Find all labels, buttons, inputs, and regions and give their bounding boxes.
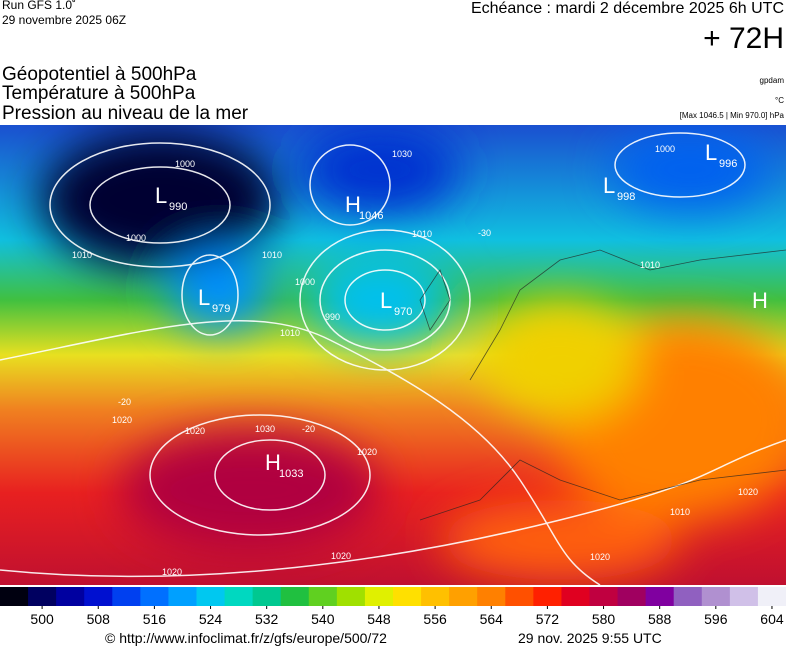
isobar-label: 1010 — [262, 250, 282, 260]
pressure-center-letter: L — [155, 183, 167, 208]
unit-label: [Max 1046.5 | Min 970.0] hPa — [680, 111, 785, 120]
isobar-label: -20 — [118, 397, 131, 407]
isobar-label: 1000 — [655, 144, 675, 154]
pressure-center-letter: H — [345, 192, 361, 217]
colorbar-swatch — [252, 587, 282, 606]
colorbar-tick-label: 516 — [143, 611, 167, 627]
colorbar-swatch — [112, 587, 141, 606]
unit-label: gpdam — [760, 76, 785, 85]
colorbar-swatch — [701, 587, 731, 606]
pressure-center-letter: L — [380, 288, 392, 313]
colorbar-tick-label: 604 — [760, 611, 784, 627]
colorbar-swatch — [393, 587, 422, 606]
colorbar-tick-label: 532 — [255, 611, 279, 627]
run-date: 29 novembre 2025 06Z — [2, 13, 126, 27]
pressure-center-letter: L — [705, 140, 717, 165]
run-label: Run GFS 1.0˚ — [2, 0, 76, 12]
colorbar-swatch — [673, 587, 703, 606]
isobar-label: 1020 — [738, 487, 758, 497]
isobar-label: 1030 — [255, 424, 275, 434]
colorbar-tick-label: 540 — [311, 611, 335, 627]
layer-label: Géopotentiel à 500hPa — [2, 64, 197, 85]
colorbar-swatch — [140, 587, 169, 606]
isobar-label: 1010 — [280, 328, 300, 338]
colorbar-tick-label: 548 — [367, 611, 391, 627]
pressure-center-value: 1033 — [279, 468, 303, 480]
isobar-label: 1010 — [72, 250, 92, 260]
isobar-label: 1010 — [670, 507, 690, 517]
pressure-center-value: 996 — [719, 158, 737, 170]
echeance: Echéance : mardi 2 décembre 2025 6h UTC — [471, 0, 784, 17]
colorbar-swatch — [84, 587, 113, 606]
isobar-label: 990 — [325, 312, 340, 322]
colorbar-tick-label: 500 — [30, 611, 54, 627]
pressure-center-letter: L — [603, 173, 615, 198]
colorbar-swatch — [729, 587, 759, 606]
colorbar-swatch — [56, 587, 85, 606]
colorbar-swatch — [224, 587, 254, 606]
isobar-label: 1000 — [126, 233, 146, 243]
colorbar-tick-label: 572 — [536, 611, 560, 627]
layer-label: Température à 500hPa — [2, 83, 196, 104]
timestamp: 29 nov. 2025 9:55 UTC — [518, 630, 662, 646]
colorbar-swatch — [477, 587, 506, 606]
colorbar-swatch — [280, 587, 310, 606]
unit-label: °C — [775, 96, 784, 105]
colorbar-swatch — [0, 587, 29, 606]
isobar-label: 1000 — [175, 159, 195, 169]
colorbar-swatch — [757, 587, 786, 606]
colorbar-swatch — [505, 587, 534, 606]
colorbar-swatch — [364, 587, 394, 606]
colorbar-swatch — [196, 587, 226, 606]
isobar-label: 1010 — [412, 229, 432, 239]
colorbar-swatch — [589, 587, 619, 606]
pressure-center-value: 998 — [617, 191, 635, 203]
isobar-label: -20 — [302, 424, 315, 434]
pressure-center-letter: L — [198, 285, 210, 310]
pressure-center-value: 970 — [394, 306, 412, 318]
colorbar-tick-label: 564 — [480, 611, 504, 627]
pressure-center-letter: H — [752, 288, 768, 313]
colorbar-swatch — [421, 587, 450, 606]
colorbar-swatch — [449, 587, 478, 606]
isobar-label: 1020 — [357, 447, 377, 457]
isobar-label: 1020 — [112, 415, 132, 425]
source-url: © http://www.infoclimat.fr/z/gfs/europe/… — [105, 630, 387, 646]
colorbar-swatch — [28, 587, 57, 606]
isobar-label: 1030 — [392, 149, 412, 159]
pressure-center-value: 979 — [212, 303, 230, 315]
isobar-label: 1000 — [295, 277, 315, 287]
colorbar-swatch — [533, 587, 562, 606]
pressure-center-value: 990 — [169, 201, 187, 213]
layer-label: Pression au niveau de la mer — [2, 103, 249, 124]
colorbar-tick-label: 588 — [648, 611, 672, 627]
isobar-label: 1010 — [640, 260, 660, 270]
colorbar-tick-label: 508 — [87, 611, 111, 627]
isobar-label: -30 — [478, 228, 491, 238]
colorbar-swatch — [336, 587, 366, 606]
colorbar-swatch — [561, 587, 590, 606]
colorbar-tick-label: 596 — [704, 611, 728, 627]
colorbar-swatch — [617, 587, 647, 606]
colorbar-swatch — [168, 587, 197, 606]
isobar-label: 1020 — [331, 551, 351, 561]
colorbar-swatch — [645, 587, 675, 606]
isobar-label: 1020 — [162, 567, 182, 577]
colorbar-tick-label: 556 — [423, 611, 447, 627]
colorbar-swatch — [308, 587, 338, 606]
isobar-label: 1020 — [185, 426, 205, 436]
colorbar-tick-label: 580 — [592, 611, 616, 627]
pressure-center-letter: H — [265, 450, 281, 475]
lead-time: + 72H — [703, 22, 784, 55]
pressure-center-value: 1046 — [359, 210, 383, 222]
colorbar-tick-label: 524 — [199, 611, 223, 627]
isobar-label: 1020 — [590, 552, 610, 562]
